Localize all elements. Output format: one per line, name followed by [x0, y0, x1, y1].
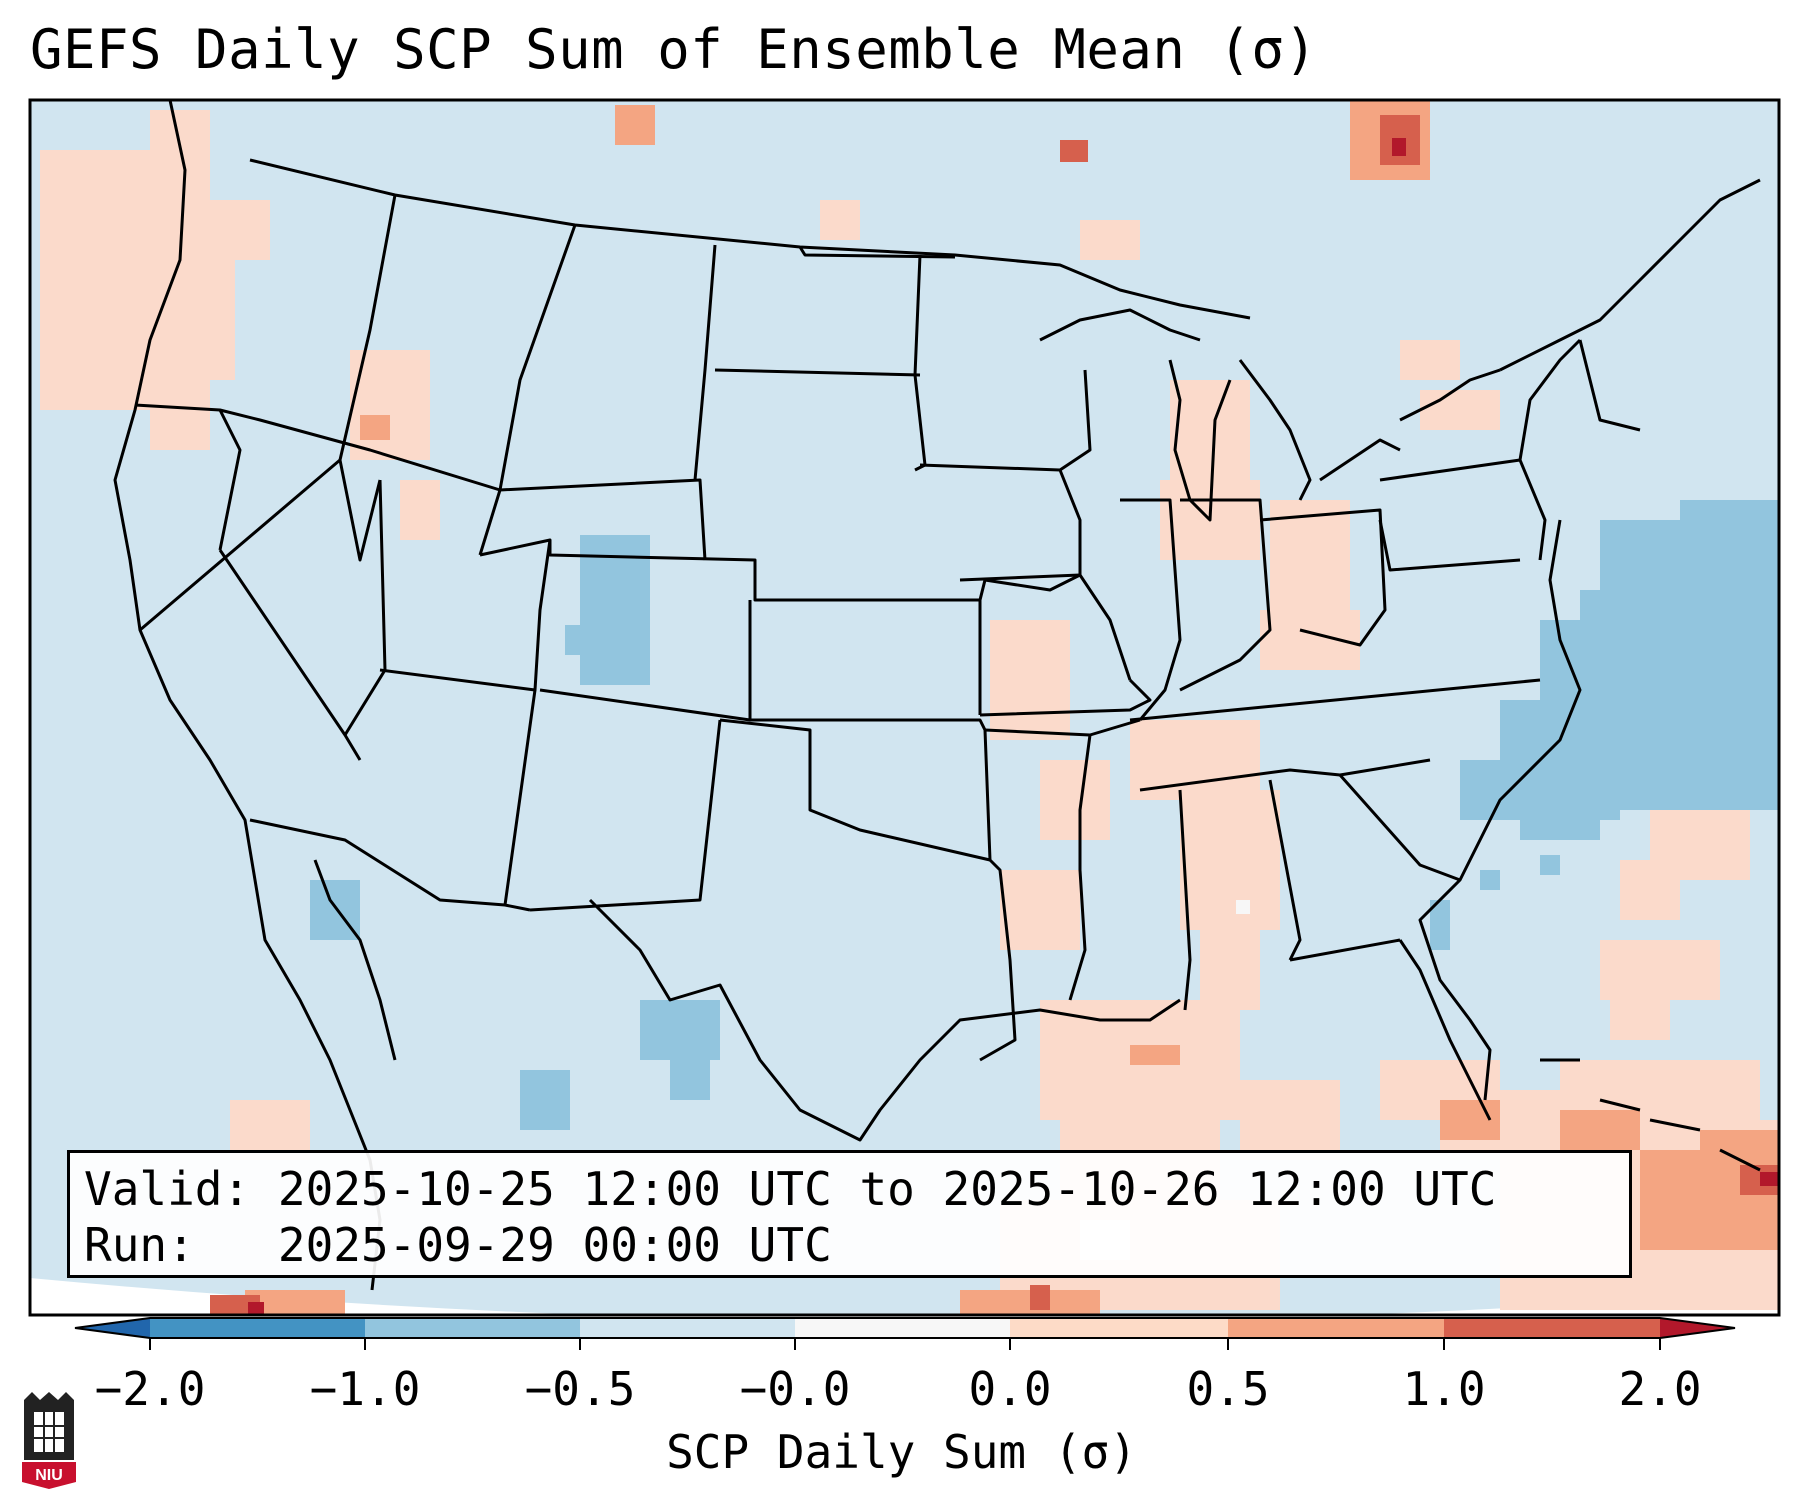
- colorbar-segment-4: [795, 1318, 1010, 1338]
- map-frame: [28, 98, 1781, 1317]
- map-title: GEFS Daily SCP Sum of Ensemble Mean (σ): [30, 18, 1318, 81]
- colorbar-tick-label: −0.5: [524, 1362, 636, 1416]
- colorbar: [74, 1317, 1736, 1350]
- very-strong-positive-areas: [248, 138, 1779, 1315]
- valid-value: 2025-10-25 12:00 UTC to 2025-10-26 12:00…: [277, 1162, 1497, 1216]
- colorbar-tick-label: −2.0: [94, 1362, 206, 1416]
- colorbar-segment-3: [580, 1318, 795, 1338]
- colorbar-segment-7: [1444, 1318, 1660, 1338]
- colorbar-tick-label: −1.0: [309, 1362, 421, 1416]
- base-field: [30, 100, 1779, 1315]
- run-label: Run:: [84, 1218, 195, 1272]
- niu-logo: NIU: [22, 1392, 76, 1489]
- svg-text:NIU: NIU: [35, 1467, 63, 1484]
- colorbar-tick-label: 1.0: [1402, 1362, 1486, 1416]
- colorbar-tick-label: 2.0: [1618, 1362, 1702, 1416]
- colorbar-segment-5: [1010, 1318, 1228, 1338]
- colorbar-label: SCP Daily Sum (σ): [666, 1425, 1137, 1479]
- colorbar-ticks: [149, 1338, 1661, 1350]
- colorbar-tick-label: 0.5: [1186, 1362, 1270, 1416]
- colorbar-segment-1: [150, 1318, 365, 1338]
- valid-label: Valid:: [84, 1162, 251, 1216]
- colorbar-extend-low: [75, 1318, 150, 1338]
- colorbar-tick-label: 0.0: [968, 1362, 1052, 1416]
- data-field: [30, 100, 1779, 1315]
- strong-positive-areas: [210, 115, 1779, 1315]
- colorbar-tick-label: −0.0: [739, 1362, 851, 1416]
- colorbar-segment-6: [1228, 1318, 1444, 1338]
- valid-run-box: Valid: 2025-10-25 12:00 UTC to 2025-10-2…: [67, 1150, 1632, 1278]
- run-value: 2025-09-29 00:00 UTC: [277, 1218, 832, 1272]
- colorbar-segment-2: [365, 1318, 580, 1338]
- colorbar-extend-high: [1660, 1318, 1735, 1338]
- boundaries: [113, 100, 1761, 1291]
